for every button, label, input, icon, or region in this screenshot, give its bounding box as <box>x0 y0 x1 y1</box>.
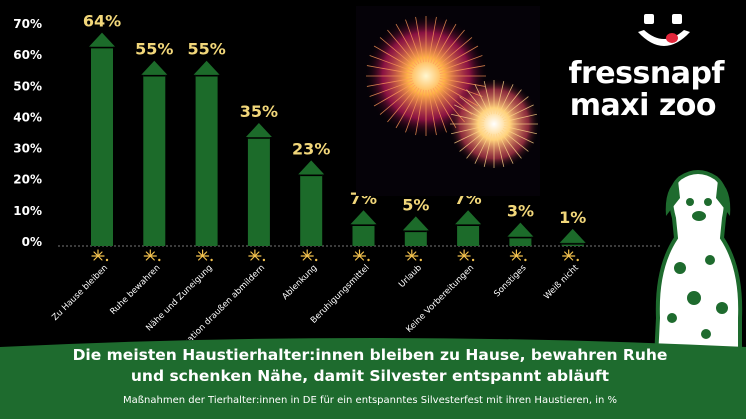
subline: Maßnahmen der Tierhalter:innen in DE für… <box>122 395 618 406</box>
x-tick-label: Zu Hause bleiben <box>50 263 110 323</box>
sparkle-icon <box>562 249 579 262</box>
bar <box>457 224 480 246</box>
value-label: 64% <box>83 12 121 31</box>
bar <box>91 46 113 246</box>
sparkle-icon <box>91 249 109 262</box>
bar-tip <box>298 160 325 175</box>
bar-tip <box>141 60 168 75</box>
x-tick-label: Sonstiges <box>492 263 529 300</box>
sparkle-icon <box>300 249 318 262</box>
y-tick-label: 40% <box>13 110 42 124</box>
footer-background <box>0 338 746 419</box>
x-tick-label: Beruhigungsmittel <box>309 263 372 326</box>
x-tick-label: Ruhe bewahren <box>108 263 162 317</box>
bar-tip <box>89 32 115 47</box>
brand-logo-line1: fressnapf <box>568 56 724 91</box>
y-tick-label: 70% <box>13 17 42 31</box>
bar <box>247 137 270 246</box>
y-axis: 0% 10% 20% 30% 40% 50% 60% 70% <box>13 17 42 249</box>
value-label: 55% <box>135 40 173 59</box>
x-tick-label: Weiß nicht <box>542 263 581 302</box>
bar-tip <box>559 228 586 243</box>
bar-tip <box>193 60 220 75</box>
bar <box>143 74 166 246</box>
fressnapf-logo-icon <box>638 14 690 46</box>
fireworks-image <box>356 6 540 196</box>
x-tick-label: Situation draußen abmildern <box>174 263 267 340</box>
sparkle-icon <box>457 249 475 262</box>
sparkle-icon <box>143 249 161 262</box>
bar-tip <box>402 216 429 231</box>
sparkle-icon <box>352 249 370 262</box>
value-label: 23% <box>292 139 330 158</box>
y-tick-label: 20% <box>13 173 42 187</box>
sparkle-icon <box>248 249 266 262</box>
bar-tip <box>507 222 534 237</box>
bar-tip <box>350 210 377 225</box>
dalmatian-dog-illustration <box>653 170 743 358</box>
bar <box>195 74 218 246</box>
sparkle-icon <box>405 249 422 262</box>
bar <box>352 224 375 246</box>
value-label: 1% <box>559 208 586 227</box>
sparkle-icons <box>91 249 579 262</box>
bar <box>300 174 323 246</box>
bar-tip <box>245 123 272 137</box>
footer-banner: Die meisten Haustierhalter:innen bleiben… <box>0 335 746 419</box>
y-tick-label: 50% <box>13 79 42 93</box>
value-label: 5% <box>402 195 429 214</box>
brand-logo-line2: maxi zoo <box>569 88 717 123</box>
value-label: 35% <box>240 102 278 121</box>
y-tick-label: 30% <box>13 142 42 156</box>
x-tick-label: Ablenkung <box>280 263 319 302</box>
headline-line2: und schenken Nähe, damit Silvester entsp… <box>130 367 610 385</box>
value-label: 55% <box>187 40 225 59</box>
bar <box>404 230 427 246</box>
bar-tip <box>455 210 482 225</box>
y-tick-label: 60% <box>13 48 42 62</box>
y-tick-label: 10% <box>13 204 42 218</box>
sparkle-icon <box>196 249 213 262</box>
bar <box>509 236 532 246</box>
value-label: 3% <box>507 202 534 221</box>
bar-chart: 0% 10% 20% 30% 40% 50% 60% 70% 64% 55% 55% 35% 23% 7… <box>13 12 660 340</box>
bars <box>89 32 586 246</box>
headline-line1: Die meisten Haustierhalter:innen bleiben… <box>72 346 668 364</box>
x-tick-label: Urlaub <box>397 263 424 290</box>
y-tick-label: 0% <box>22 235 42 249</box>
sparkle-icon <box>509 249 527 262</box>
headline: Die meisten Haustierhalter:innen bleiben… <box>60 345 680 387</box>
